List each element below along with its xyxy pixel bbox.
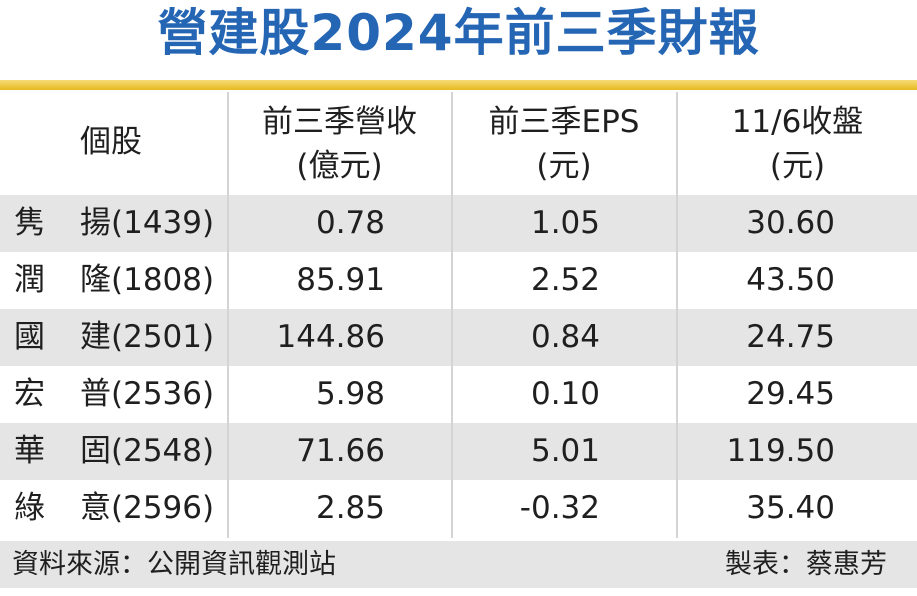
stock-name-first: 潤 xyxy=(14,262,45,298)
close-price-value: 29.45 xyxy=(746,376,835,412)
close-price-value: 119.50 xyxy=(726,433,835,469)
header-stock: 個股 xyxy=(0,92,226,192)
title-rule xyxy=(0,80,917,90)
table-row: 隽 揚(1439) 0.78 1.05 30.60 xyxy=(0,195,917,252)
page-title: 營建股2024年前三季財報 xyxy=(157,4,760,62)
revenue-value: 0.78 xyxy=(315,205,385,241)
stock-name-code: 揚(1439) xyxy=(80,205,215,241)
header-close-label: 11/6收盤 xyxy=(731,104,864,140)
column-divider xyxy=(227,92,229,538)
table-row: 華 固(2548) 71.66 5.01 119.50 xyxy=(0,423,917,480)
eps-value: 5.01 xyxy=(530,433,600,469)
stock-name-first: 華 xyxy=(14,433,45,469)
stock-name-code: 意(2596) xyxy=(80,490,215,526)
stock-name-first: 宏 xyxy=(14,376,45,412)
revenue-value: 5.98 xyxy=(315,376,385,412)
close-price-value: 35.40 xyxy=(746,490,835,526)
eps-value: -0.32 xyxy=(519,490,600,526)
stock-name-code: 固(2548) xyxy=(80,433,215,469)
close-price-value: 24.75 xyxy=(746,319,835,355)
source-note: 資料來源：公開資訊觀測站 xyxy=(12,549,336,580)
eps-value: 0.84 xyxy=(530,319,600,355)
header-eps-label: 前三季EPS xyxy=(488,104,640,140)
stock-name-code: 建(2501) xyxy=(80,319,215,355)
header-eps-unit: (元) xyxy=(536,148,592,184)
table-row: 國 建(2501) 144.86 0.84 24.75 xyxy=(0,309,917,366)
stock-name-code: 普(2536) xyxy=(80,376,215,412)
header-revenue-label: 前三季營收 xyxy=(262,104,417,140)
revenue-value: 144.86 xyxy=(276,319,385,355)
column-divider xyxy=(451,92,453,538)
table-row: 宏 普(2536) 5.98 0.10 29.45 xyxy=(0,366,917,423)
eps-value: 2.52 xyxy=(530,262,600,298)
header-revenue: 前三季營收 (億元) xyxy=(229,92,450,192)
stock-name-code: 隆(1808) xyxy=(80,262,215,298)
header-close-unit: (元) xyxy=(769,148,826,184)
stock-name-first: 隽 xyxy=(14,205,45,241)
header-stock-label: 個股 xyxy=(80,124,142,160)
table-header: 個股 前三季營收 (億元) 前三季EPS (元) 11/6收盤 (元) xyxy=(0,92,917,192)
revenue-value: 71.66 xyxy=(296,433,385,469)
eps-value: 0.10 xyxy=(530,376,600,412)
header-revenue-unit: (億元) xyxy=(296,148,383,184)
revenue-value: 85.91 xyxy=(296,262,385,298)
column-divider xyxy=(676,92,678,538)
header-eps: 前三季EPS (元) xyxy=(453,92,675,192)
table-footer: 資料來源：公開資訊觀測站 製表：蔡惠芳 xyxy=(0,541,917,588)
close-price-value: 43.50 xyxy=(746,262,835,298)
revenue-value: 2.85 xyxy=(315,490,385,526)
table-maker: 製表：蔡惠芳 xyxy=(725,549,887,580)
stock-name-first: 綠 xyxy=(14,490,45,526)
close-price-value: 30.60 xyxy=(746,205,835,241)
table-row: 潤 隆(1808) 85.91 2.52 43.50 xyxy=(0,252,917,309)
eps-value: 1.05 xyxy=(530,205,600,241)
table-row: 綠 意(2596) 2.85 -0.32 35.40 xyxy=(0,480,917,537)
header-close: 11/6收盤 (元) xyxy=(678,92,917,192)
stock-name-first: 國 xyxy=(14,319,45,355)
